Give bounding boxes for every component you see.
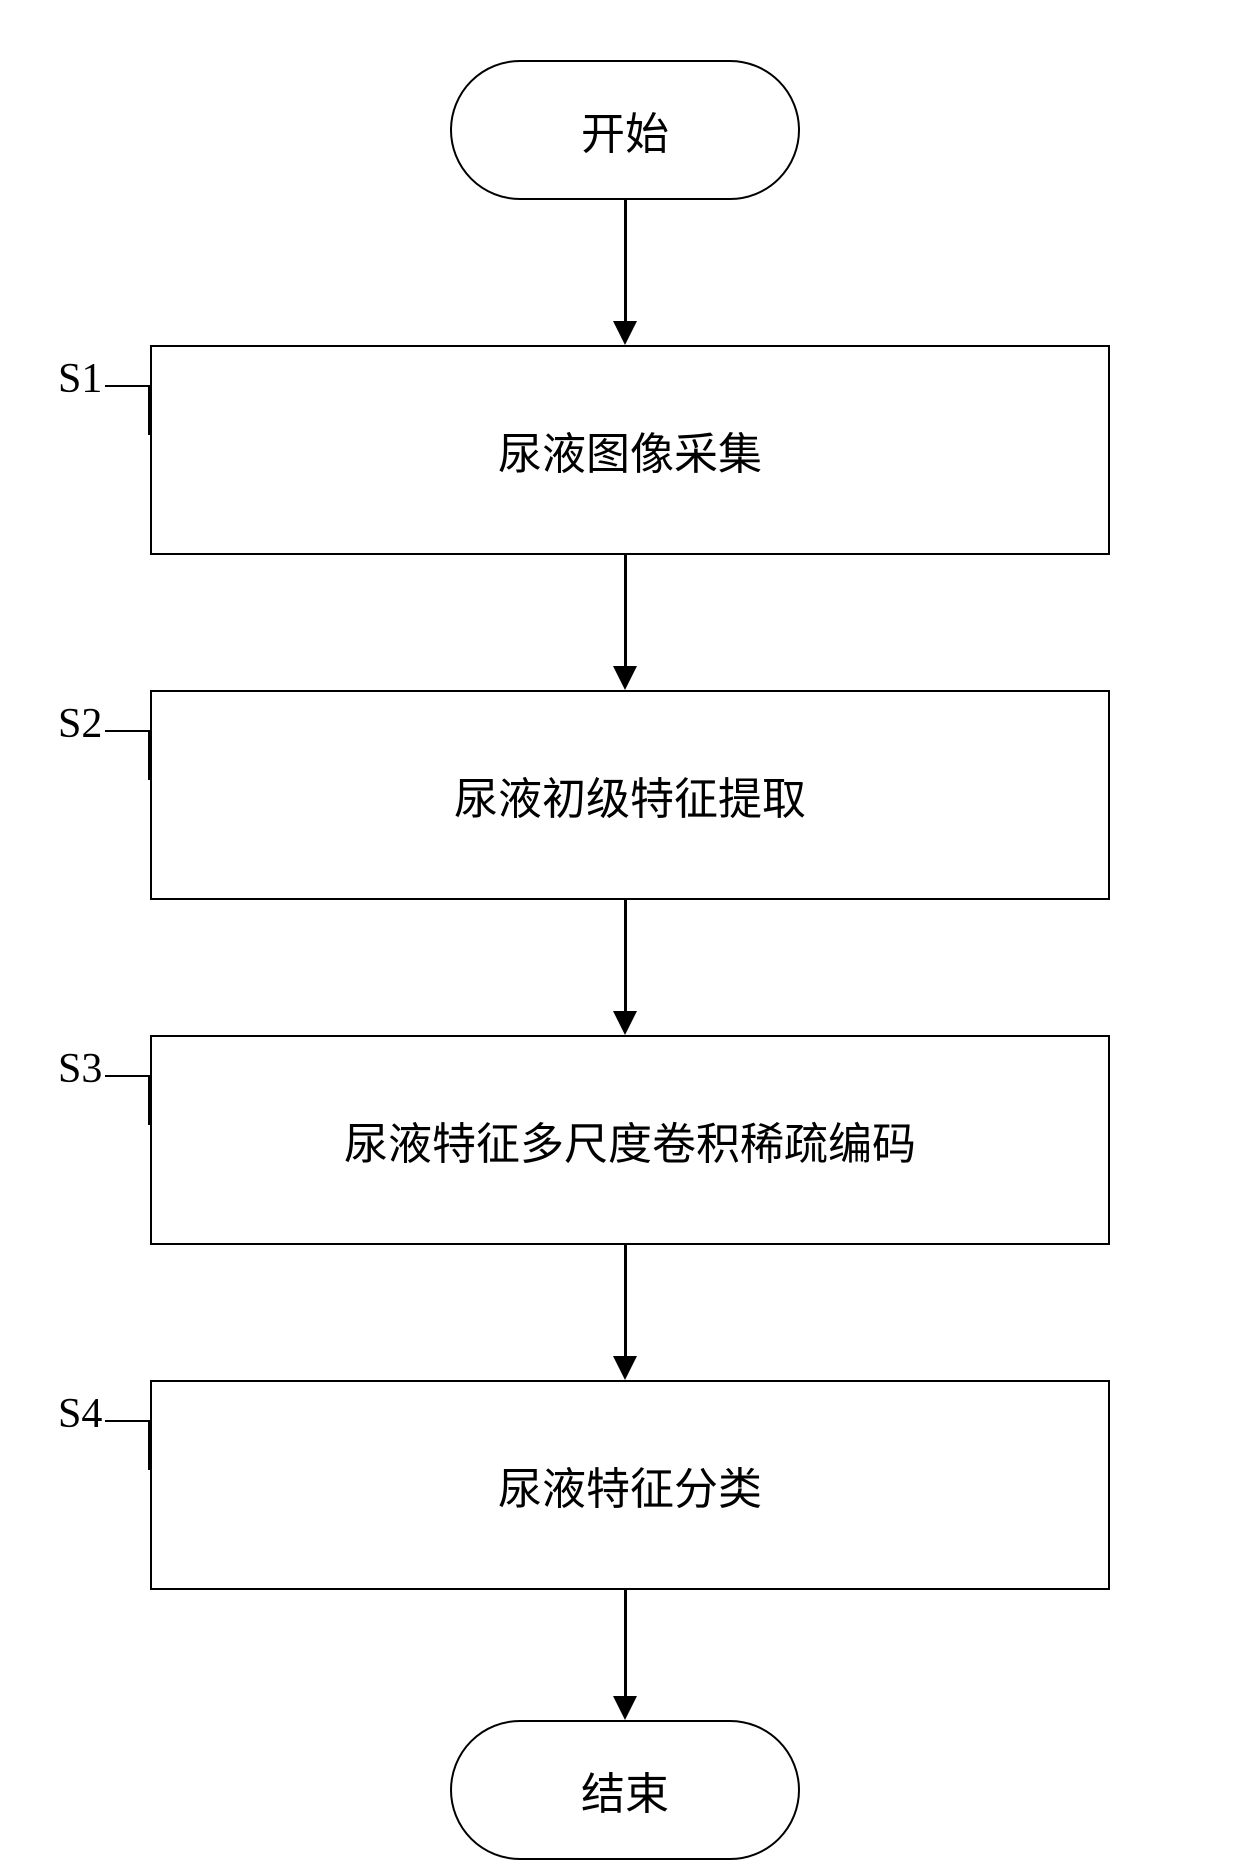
process-s4: 尿液特征分类 <box>150 1380 1110 1590</box>
label-s2: S2 <box>58 700 102 748</box>
leader-s1 <box>105 385 150 435</box>
process-s3-text: 尿液特征多尺度卷积稀疏编码 <box>344 1108 916 1172</box>
leader-s3 <box>105 1075 150 1125</box>
process-s1: 尿液图像采集 <box>150 345 1110 555</box>
flowchart-container: 开始 尿液图像采集 S1 尿液初级特征提取 S2 尿液特征多尺度卷积稀疏编码 S… <box>0 0 1240 1870</box>
process-s2-text: 尿液初级特征提取 <box>454 763 806 827</box>
process-s3: 尿液特征多尺度卷积稀疏编码 <box>150 1035 1110 1245</box>
end-label: 结束 <box>581 1758 669 1822</box>
start-label: 开始 <box>581 98 669 162</box>
leader-s2 <box>105 730 150 780</box>
process-s1-text: 尿液图像采集 <box>498 418 762 482</box>
process-s2: 尿液初级特征提取 <box>150 690 1110 900</box>
label-s1: S1 <box>58 355 102 403</box>
end-node: 结束 <box>450 1720 800 1860</box>
start-node: 开始 <box>450 60 800 200</box>
leader-s4 <box>105 1420 150 1470</box>
label-s3: S3 <box>58 1045 102 1093</box>
process-s4-text: 尿液特征分类 <box>498 1453 762 1517</box>
label-s4: S4 <box>58 1390 102 1438</box>
